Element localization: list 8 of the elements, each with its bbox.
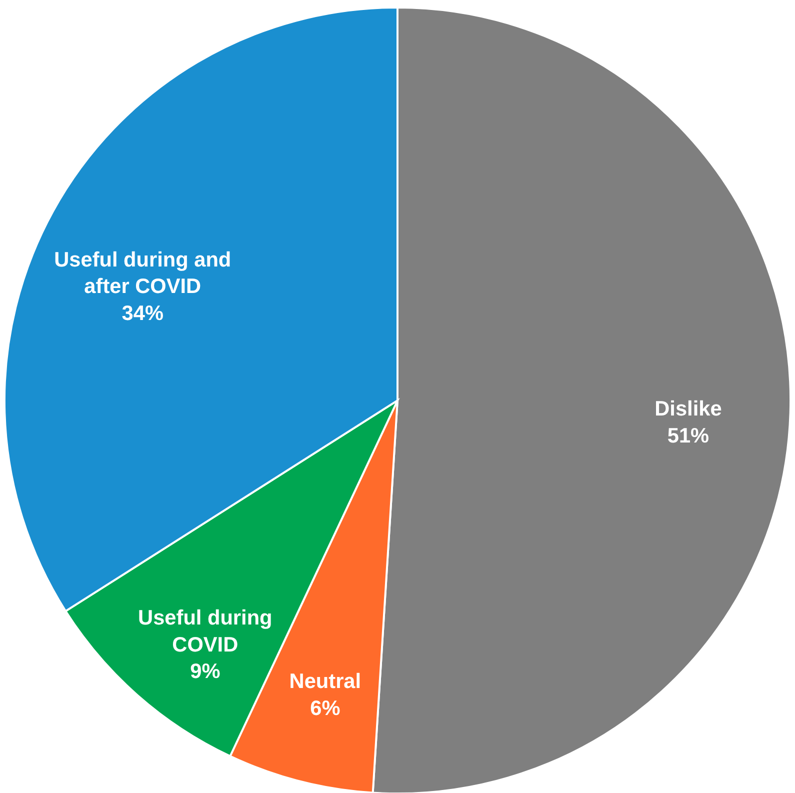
slice-label: Useful during COVID — [138, 606, 272, 656]
slice-label: Useful during and after COVID — [54, 248, 232, 298]
slice-label: Neutral — [289, 670, 362, 694]
slice-label: Dislike — [654, 398, 722, 421]
data-label: 51% — [667, 424, 710, 448]
data-label: 9% — [190, 660, 220, 684]
data-label: 6% — [310, 696, 340, 720]
data-label: 34% — [122, 302, 164, 325]
